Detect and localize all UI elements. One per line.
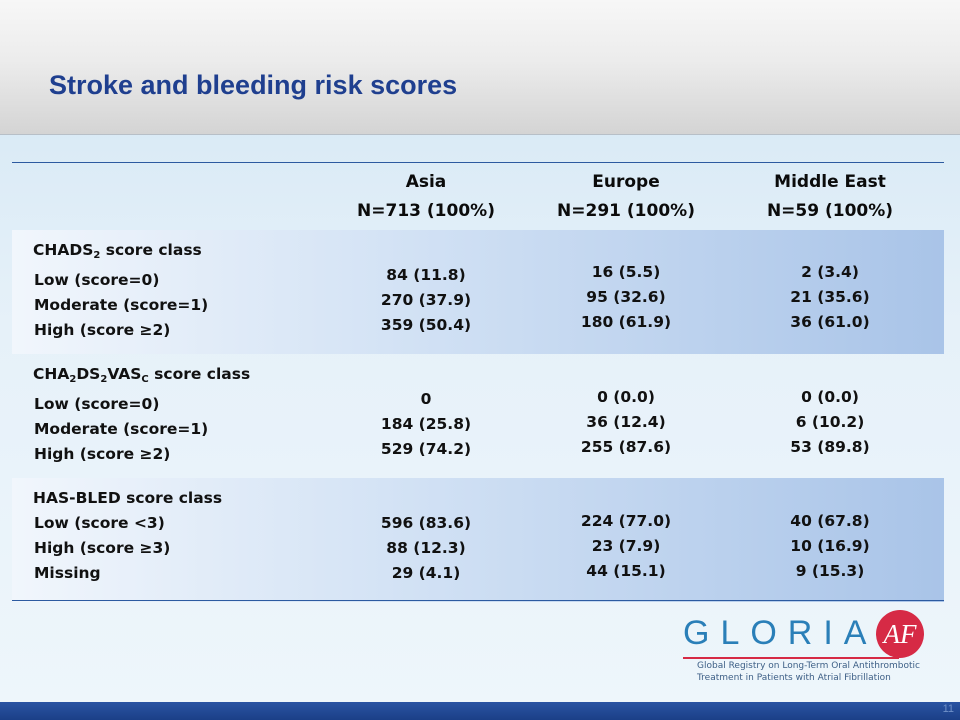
logo-wordmark: GLORIA (683, 614, 878, 652)
column-header-europe: Europe N=291 (100%) (521, 168, 731, 226)
table-cell: 180 (61.9) (580, 313, 672, 331)
section-has-bled: HAS-BLED score class Low (score <3) High… (12, 478, 944, 602)
logo-underline (683, 657, 899, 659)
page-number: 11 (942, 703, 954, 715)
table-cell: 95 (32.6) (586, 288, 666, 306)
table-cell: 84 (11.8) (386, 266, 466, 284)
row-labels: CHA2DS2VASC score class Low (score=0) Mo… (33, 362, 250, 467)
logo-tagline: Global Registry on Long-Term Oral Antith… (697, 660, 920, 684)
cell-group-middle-east: 0 (0.0) 6 (10.2) 53 (89.8) (725, 385, 935, 460)
table-cell: 36 (12.4) (586, 413, 666, 431)
column-n: N=713 (100%) (357, 201, 495, 221)
header-band: Stroke and bleeding risk scores (0, 0, 960, 135)
cell-group-middle-east: 40 (67.8) 10 (16.9) 9 (15.3) (725, 509, 935, 584)
row-label: Low (score <3) (34, 514, 165, 532)
row-label: High (score ≥2) (34, 321, 171, 339)
table-cell: 53 (89.8) (790, 438, 870, 456)
column-n: N=291 (100%) (557, 201, 695, 221)
row-label: Moderate (score=1) (34, 420, 209, 438)
column-header-middle-east: Middle East N=59 (100%) (725, 168, 935, 226)
table-cell: 40 (67.8) (790, 512, 870, 530)
column-name: Asia (405, 172, 447, 192)
section-cha2ds2vasc: CHA2DS2VASC score class Low (score=0) Mo… (12, 354, 944, 478)
footer-bar: 11 (0, 702, 960, 720)
row-label: High (score ≥3) (34, 539, 171, 557)
table-cell: 88 (12.3) (386, 539, 466, 557)
row-label: High (score ≥2) (34, 445, 171, 463)
row-label: Moderate (score=1) (34, 296, 209, 314)
table-cell: 0 (0.0) (801, 388, 859, 406)
table-cell: 29 (4.1) (391, 564, 461, 582)
cell-group-asia: 84 (11.8) 270 (37.9) 359 (50.4) (321, 263, 531, 338)
row-label: Missing (34, 564, 101, 582)
table-cell: 184 (25.8) (380, 415, 472, 433)
table-cell: 255 (87.6) (580, 438, 672, 456)
logo-tagline-line-2: Treatment in Patients with Atrial Fibril… (697, 673, 891, 683)
table-cell: 6 (10.2) (795, 413, 865, 431)
table-cell: 359 (50.4) (380, 316, 472, 334)
table-cell: 44 (15.1) (586, 562, 666, 580)
table-cell: 10 (16.9) (790, 537, 870, 555)
column-name: Europe (592, 172, 660, 192)
table-cell: 0 (0.0) (597, 388, 655, 406)
row-label: Low (score=0) (34, 395, 160, 413)
table-cell: 270 (37.9) (380, 291, 472, 309)
cell-group-asia: 0 184 (25.8) 529 (74.2) (321, 387, 531, 462)
logo-af-badge: AF (876, 610, 924, 658)
slide-title: Stroke and bleeding risk scores (49, 70, 458, 100)
table-cell: 23 (7.9) (591, 537, 661, 555)
column-name: Middle East (774, 172, 886, 192)
table-bottom-rule (12, 600, 944, 601)
column-n: N=59 (100%) (766, 201, 894, 221)
table-cell: 16 (5.5) (591, 263, 661, 281)
section-chads2: CHADS2 score class Low (score=0) Moderat… (12, 230, 944, 354)
table-top-rule (12, 162, 944, 163)
section-title: CHA2DS2VASC score class (33, 365, 251, 385)
row-label: Low (score=0) (34, 271, 160, 289)
table-cell: 0 (420, 390, 432, 408)
logo-tagline-line-1: Global Registry on Long-Term Oral Antith… (697, 661, 920, 671)
column-header-asia: Asia N=713 (100%) (321, 168, 531, 226)
table-cell: 596 (83.6) (380, 514, 472, 532)
section-title: HAS-BLED score class (33, 489, 223, 507)
row-labels: CHADS2 score class Low (score=0) Moderat… (33, 238, 208, 343)
section-title: CHADS2 score class (33, 241, 202, 261)
cell-group-europe: 16 (5.5) 95 (32.6) 180 (61.9) (521, 260, 731, 335)
cell-group-middle-east: 2 (3.4) 21 (35.6) 36 (61.0) (725, 260, 935, 335)
gloria-af-logo: GLORIA AF Global Registry on Long-Term O… (683, 608, 933, 688)
cell-group-europe: 0 (0.0) 36 (12.4) 255 (87.6) (521, 385, 731, 460)
cell-group-europe: 224 (77.0) 23 (7.9) 44 (15.1) (521, 509, 731, 584)
table-cell: 224 (77.0) (580, 512, 672, 530)
table-cell: 21 (35.6) (790, 288, 870, 306)
table-cell: 36 (61.0) (790, 313, 870, 331)
table-cell: 2 (3.4) (801, 263, 859, 281)
table-cell: 9 (15.3) (795, 562, 865, 580)
table-cell: 529 (74.2) (380, 440, 472, 458)
cell-group-asia: 596 (83.6) 88 (12.3) 29 (4.1) (321, 511, 531, 586)
row-labels: HAS-BLED score class Low (score <3) High… (33, 486, 222, 586)
